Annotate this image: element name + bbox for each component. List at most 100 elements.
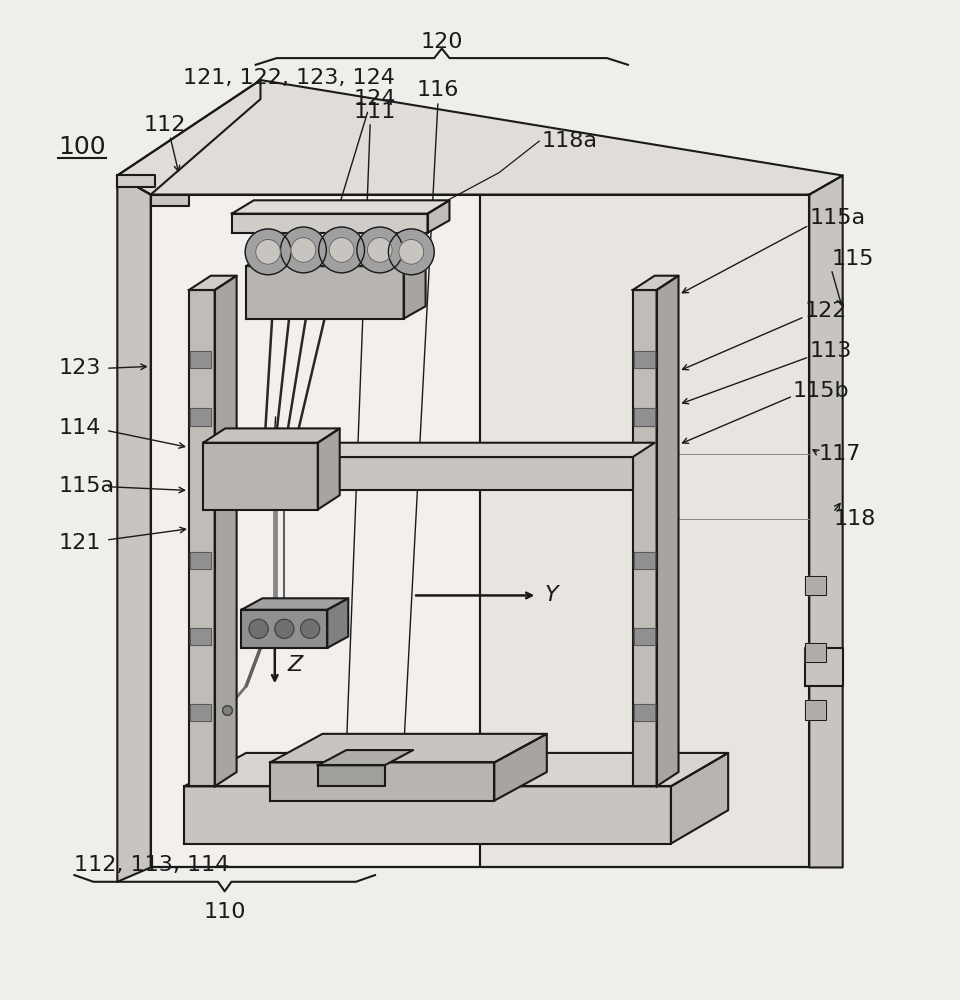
Bar bbox=[634, 408, 655, 426]
Text: Y: Y bbox=[545, 585, 559, 605]
Bar bbox=[634, 351, 655, 368]
Polygon shape bbox=[403, 252, 425, 319]
Text: Z: Z bbox=[287, 655, 302, 675]
Circle shape bbox=[398, 239, 423, 264]
Bar bbox=[634, 628, 655, 645]
Bar bbox=[805, 643, 827, 662]
Text: 120: 120 bbox=[420, 32, 463, 52]
Polygon shape bbox=[215, 457, 633, 490]
Bar bbox=[190, 628, 211, 645]
Bar bbox=[634, 552, 655, 569]
Circle shape bbox=[329, 238, 354, 262]
Circle shape bbox=[389, 229, 434, 275]
Bar bbox=[190, 408, 211, 426]
Polygon shape bbox=[117, 175, 156, 187]
Polygon shape bbox=[117, 175, 151, 882]
Circle shape bbox=[249, 619, 268, 638]
Text: 117: 117 bbox=[819, 444, 861, 464]
Polygon shape bbox=[494, 734, 547, 801]
Text: 115a: 115a bbox=[59, 476, 114, 496]
Polygon shape bbox=[189, 290, 215, 786]
Polygon shape bbox=[151, 195, 189, 206]
Bar bbox=[805, 643, 827, 662]
Polygon shape bbox=[241, 610, 327, 648]
Text: 115: 115 bbox=[831, 249, 874, 269]
Polygon shape bbox=[318, 750, 413, 765]
Text: 110: 110 bbox=[204, 902, 246, 922]
Polygon shape bbox=[427, 200, 449, 233]
Text: X: X bbox=[466, 767, 481, 787]
Polygon shape bbox=[215, 443, 655, 457]
Polygon shape bbox=[480, 195, 809, 867]
Polygon shape bbox=[117, 80, 843, 195]
Text: 114: 114 bbox=[59, 418, 101, 438]
Polygon shape bbox=[246, 266, 403, 319]
Bar bbox=[634, 408, 655, 426]
Circle shape bbox=[245, 229, 291, 275]
Polygon shape bbox=[232, 214, 427, 233]
Text: 111: 111 bbox=[354, 102, 396, 122]
Bar bbox=[190, 704, 211, 721]
Polygon shape bbox=[671, 753, 728, 844]
Bar bbox=[190, 552, 211, 569]
Bar bbox=[805, 700, 827, 720]
Bar bbox=[190, 628, 211, 645]
Polygon shape bbox=[318, 765, 385, 786]
Text: 123: 123 bbox=[59, 358, 101, 378]
Bar bbox=[805, 576, 827, 595]
Bar bbox=[634, 628, 655, 645]
Polygon shape bbox=[189, 276, 236, 290]
Circle shape bbox=[319, 227, 365, 273]
Text: 115a: 115a bbox=[809, 208, 865, 228]
Polygon shape bbox=[633, 276, 679, 290]
Polygon shape bbox=[633, 290, 657, 786]
Polygon shape bbox=[270, 734, 547, 762]
Polygon shape bbox=[327, 598, 348, 648]
Polygon shape bbox=[809, 175, 843, 867]
Bar bbox=[190, 552, 211, 569]
Text: 112, 113, 114: 112, 113, 114 bbox=[74, 855, 229, 875]
Text: 116: 116 bbox=[417, 80, 459, 100]
Bar bbox=[634, 552, 655, 569]
Polygon shape bbox=[151, 195, 480, 867]
Text: 122: 122 bbox=[804, 301, 847, 321]
Text: 112: 112 bbox=[144, 115, 186, 135]
Circle shape bbox=[275, 619, 294, 638]
Circle shape bbox=[280, 227, 326, 273]
Text: 121, 122, 123, 124: 121, 122, 123, 124 bbox=[183, 68, 396, 88]
Bar bbox=[190, 408, 211, 426]
Text: 100: 100 bbox=[59, 135, 106, 159]
Polygon shape bbox=[804, 648, 843, 686]
Polygon shape bbox=[215, 276, 236, 786]
Bar bbox=[634, 704, 655, 721]
Bar bbox=[190, 704, 211, 721]
Text: 121: 121 bbox=[59, 533, 101, 553]
Polygon shape bbox=[318, 428, 340, 510]
Polygon shape bbox=[117, 80, 260, 195]
Polygon shape bbox=[270, 762, 494, 801]
Bar bbox=[805, 700, 827, 720]
Text: 124: 124 bbox=[354, 89, 396, 109]
Text: 113: 113 bbox=[809, 341, 852, 361]
Circle shape bbox=[291, 238, 316, 262]
Polygon shape bbox=[246, 252, 425, 266]
Polygon shape bbox=[657, 276, 679, 786]
Polygon shape bbox=[204, 428, 340, 443]
Polygon shape bbox=[241, 598, 348, 610]
Text: 118a: 118a bbox=[542, 131, 598, 151]
Bar bbox=[634, 351, 655, 368]
Polygon shape bbox=[184, 786, 671, 844]
Text: 118: 118 bbox=[833, 509, 876, 529]
Circle shape bbox=[368, 238, 393, 262]
Bar bbox=[805, 576, 827, 595]
Polygon shape bbox=[204, 443, 318, 510]
Polygon shape bbox=[184, 753, 728, 786]
Bar bbox=[190, 351, 211, 368]
Bar bbox=[634, 704, 655, 721]
Bar bbox=[190, 351, 211, 368]
Polygon shape bbox=[232, 200, 449, 214]
Circle shape bbox=[255, 239, 280, 264]
Circle shape bbox=[357, 227, 402, 273]
Text: 115b: 115b bbox=[793, 381, 850, 401]
Circle shape bbox=[300, 619, 320, 638]
